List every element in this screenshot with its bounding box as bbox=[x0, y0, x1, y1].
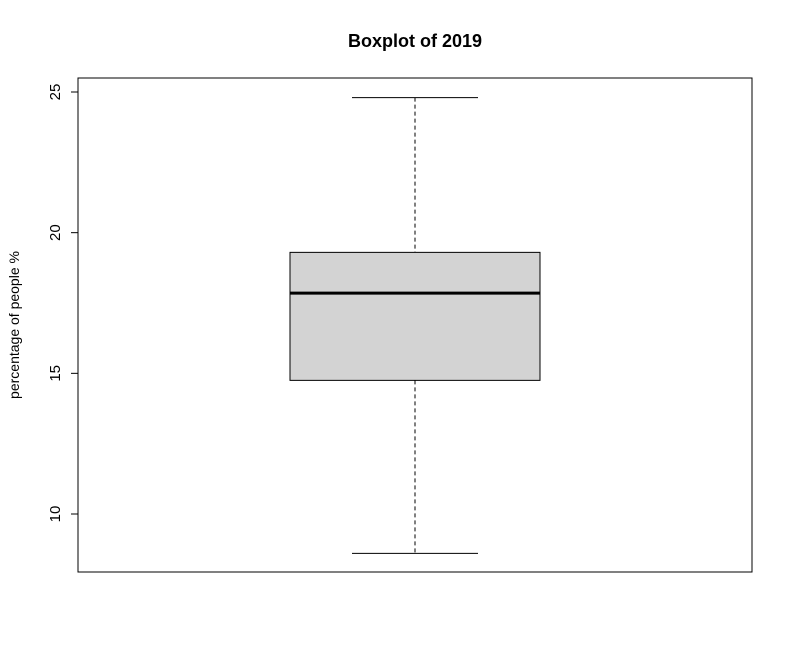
y-axis-ticks: 10 15 20 25 bbox=[47, 84, 78, 523]
chart-title: Boxplot of 2019 bbox=[348, 31, 482, 51]
box-element bbox=[289, 97, 541, 554]
y-tick-label: 25 bbox=[47, 84, 64, 101]
y-axis-label: percentage of people % bbox=[6, 251, 22, 399]
box-group bbox=[289, 97, 541, 554]
y-tick-label: 10 bbox=[47, 506, 64, 523]
iqr-box bbox=[289, 251, 541, 381]
y-tick-label: 15 bbox=[47, 365, 64, 382]
y-tick-label: 20 bbox=[47, 224, 64, 241]
